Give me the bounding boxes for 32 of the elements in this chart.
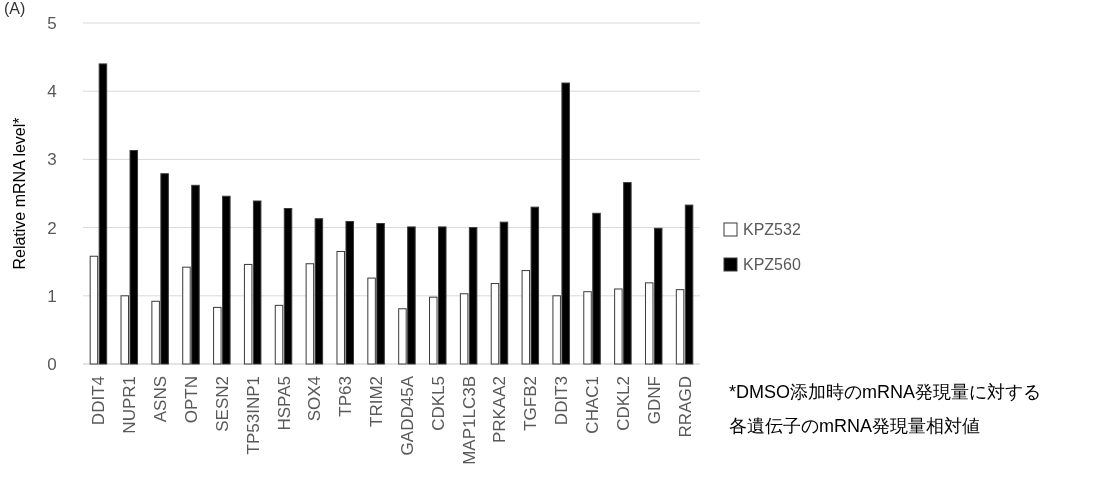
x-tick-label: MAP1LC3B [459,376,479,465]
chart-title: (A) [4,0,26,17]
x-tick-label: CDKL2 [613,376,633,431]
x-tick-label: TRIM2 [367,376,387,427]
y-tick-label: 5 [47,14,57,33]
x-tick-label: NUPR1 [120,376,140,434]
text: *DMSO添加時のmRNA発現量に対する [729,382,1042,402]
x-tick-label: HSPA5 [274,376,294,431]
y-tick-label: 1 [47,286,57,306]
x-tick-label: CDKL5 [428,376,448,431]
y-tick-label: 2 [47,218,57,238]
x-tick-label: SOX4 [305,376,325,422]
x-tick-label: TP63 [336,376,356,417]
x-tick-label: TGFB2 [521,376,541,431]
x-tick-label: DDIT4 [89,376,109,426]
y-tick-label: 4 [47,82,57,102]
x-tick-label: GADD45A [397,375,417,456]
x-tick-label: ASNS [151,376,171,423]
x-tick-label: CHAC1 [583,376,603,434]
x-tick-label: TP53INP1 [243,376,263,455]
x-tick-label: DDIT3 [552,376,572,426]
x-tick-label: GDNF [644,376,664,425]
y-axis-title: Relative mRNA level* [11,117,28,270]
y-tick-label: 0 [47,355,57,374]
legend-label: KPZ560 [743,256,801,273]
legend-label: KPZ532 [743,221,801,238]
x-tick-label: PRKAA2 [490,376,510,444]
x-tick-label: SESN2 [212,376,232,432]
x-tick-label: OPTN [181,376,201,424]
y-tick-label: 3 [47,150,57,170]
text: 各遺伝子のmRNA発現量相対値 [729,416,980,436]
x-tick-label: RRAGD [675,376,695,438]
